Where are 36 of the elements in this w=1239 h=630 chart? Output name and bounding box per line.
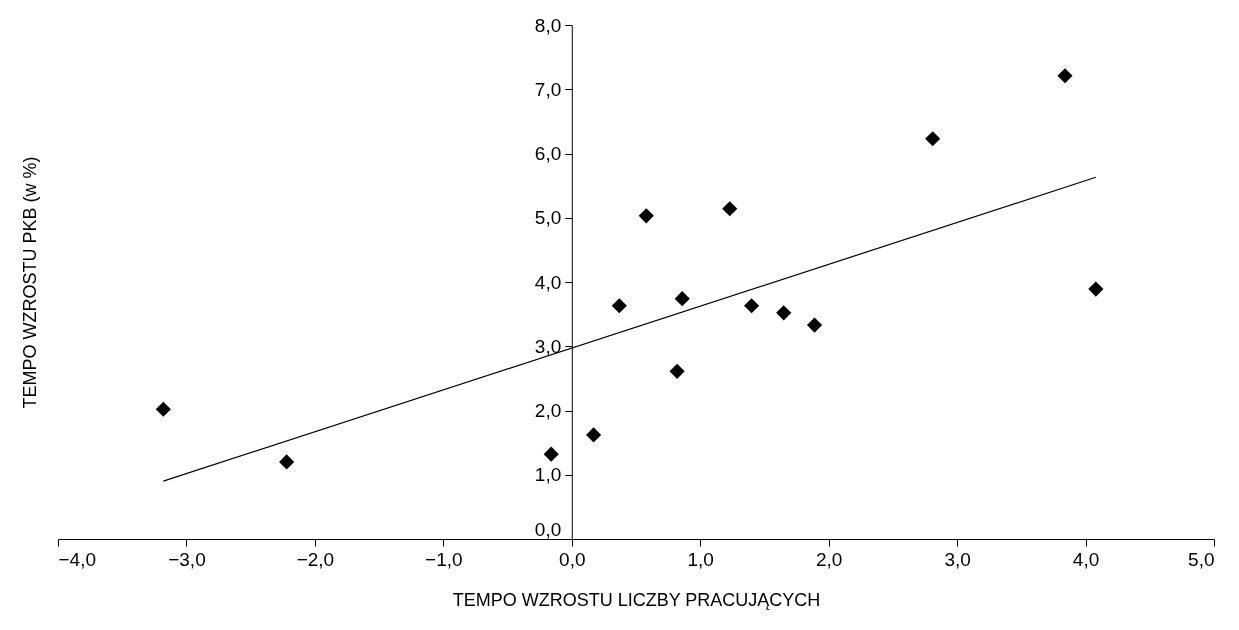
- point: [806, 317, 823, 333]
- x-tick-label: 3,0: [944, 548, 971, 570]
- point: [611, 298, 627, 314]
- y-tick-label: 0,0: [534, 518, 562, 540]
- y-tick-label: 3,0: [534, 335, 562, 357]
- point: [543, 446, 559, 462]
- x-tick-label: −1,0: [425, 548, 463, 570]
- point: [638, 208, 654, 224]
- x-tick-label: −2,0: [296, 548, 335, 570]
- y-tick-label: 8,0: [534, 14, 562, 36]
- x-tick-label: 4,0: [1072, 548, 1100, 570]
- y-tick-label: 5,0: [534, 207, 562, 229]
- x-tick-label: 5,0: [1188, 548, 1215, 570]
- point: [674, 291, 690, 307]
- x-tick-label: 2,0: [815, 548, 843, 570]
- point: [1057, 68, 1073, 84]
- point: [1088, 281, 1104, 297]
- point: [776, 305, 792, 321]
- y-tick-label: 2,0: [534, 400, 562, 421]
- point: [279, 454, 295, 470]
- point: [155, 401, 171, 417]
- x-axis-title: TEMPO WZROSTU LICZBY PRACUJĄCYCH: [452, 589, 821, 610]
- y-tick-label: 6,0: [534, 143, 562, 164]
- y-tick-label: 4,0: [534, 271, 562, 293]
- point: [722, 201, 738, 217]
- point: [669, 363, 685, 379]
- x-tick-label: −4,0: [58, 548, 97, 570]
- y-axis-title: TEMPO WZROSTU PKB (w %): [19, 156, 40, 409]
- point: [925, 131, 941, 147]
- x-tick-label: 1,0: [687, 548, 714, 570]
- point: [744, 298, 760, 314]
- x-tick-label: −3,0: [168, 548, 206, 570]
- y-tick-label: 1,0: [534, 464, 562, 486]
- point: [586, 427, 602, 443]
- y-tick-label: 7,0: [534, 78, 562, 100]
- x-tick-label: 0,0: [559, 548, 586, 570]
